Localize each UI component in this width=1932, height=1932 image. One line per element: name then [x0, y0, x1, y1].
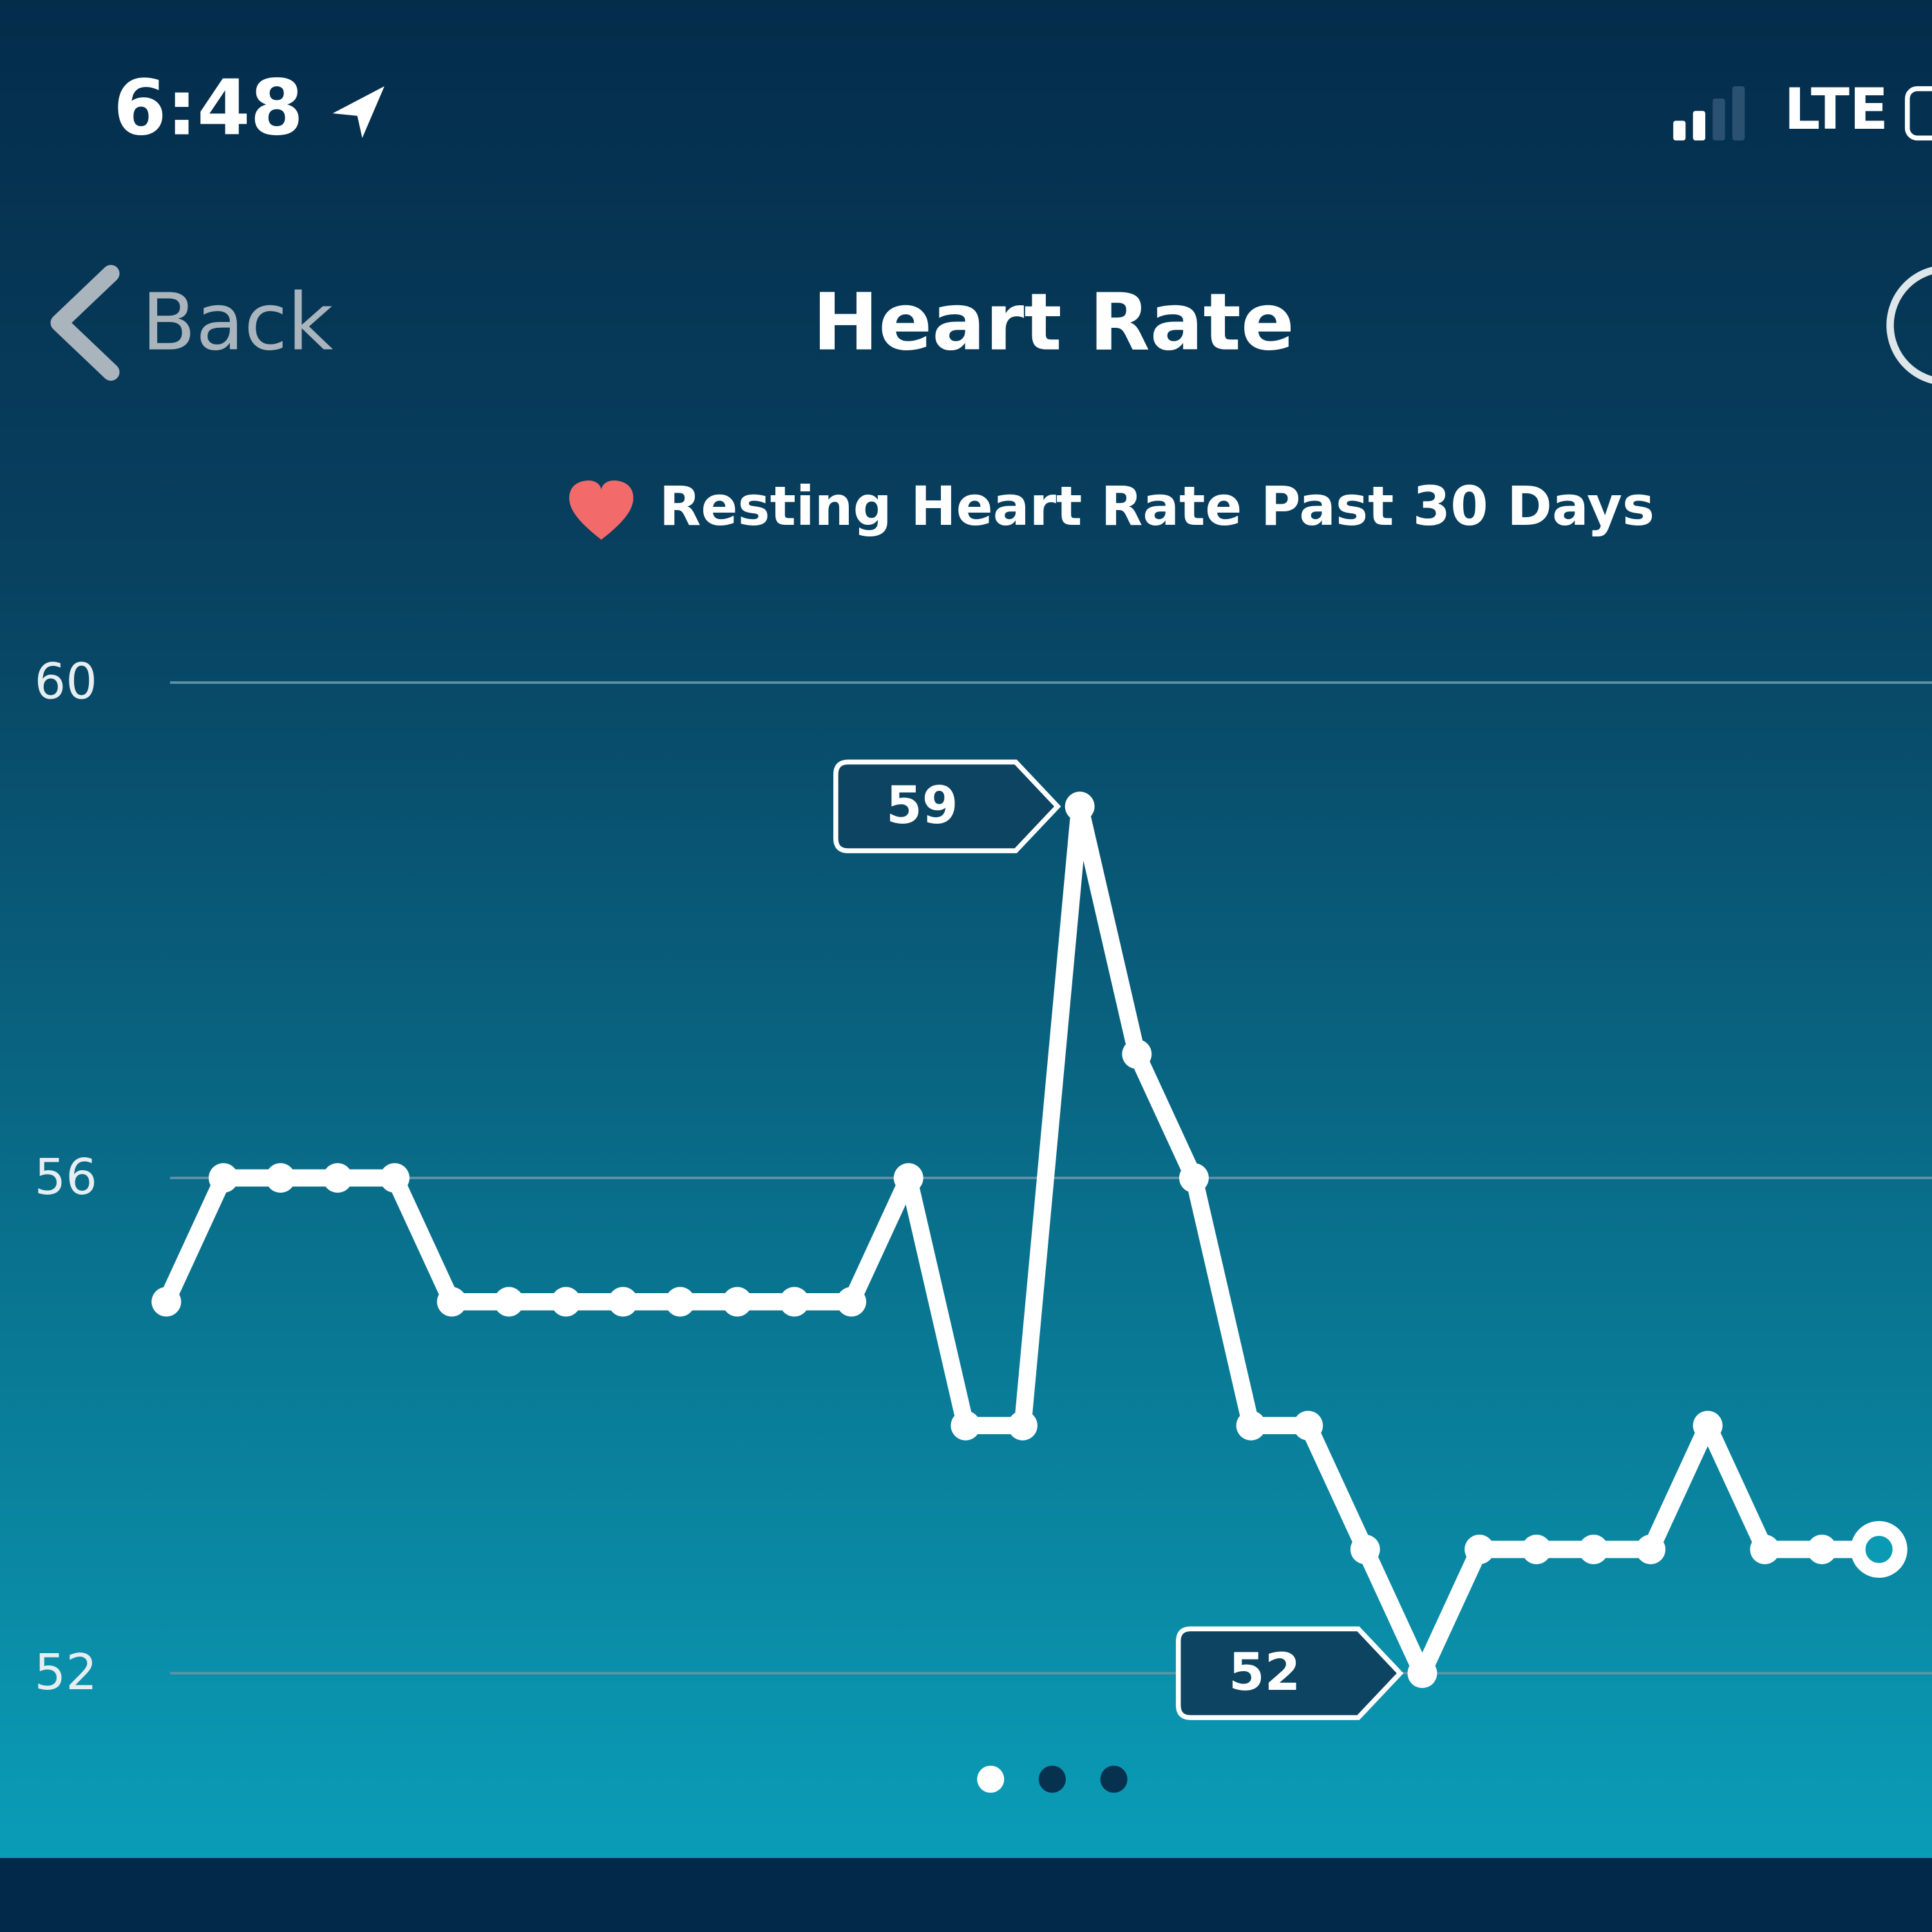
point [779, 1287, 810, 1317]
callout-label: 59 [886, 775, 958, 835]
point [1750, 1534, 1780, 1564]
point [1578, 1534, 1609, 1564]
point [551, 1287, 581, 1317]
back-chevron[interactable] [50, 265, 120, 381]
bottom-bar [0, 1858, 1932, 1932]
point [1692, 1410, 1723, 1441]
point [1008, 1410, 1037, 1441]
point [1807, 1534, 1837, 1564]
point [1179, 1163, 1209, 1193]
point [1350, 1534, 1380, 1564]
info-button[interactable] [1886, 267, 1932, 384]
point [379, 1163, 410, 1193]
status-network: LTE [1784, 76, 1888, 142]
point [1122, 1039, 1152, 1069]
signal-icon [1673, 86, 1745, 141]
point [893, 1163, 923, 1193]
point [1065, 791, 1095, 822]
point [1636, 1534, 1666, 1564]
point [1521, 1534, 1551, 1564]
heart-icon [569, 480, 634, 540]
point [665, 1287, 696, 1317]
chart-title: Resting Heart Rate Past 30 Days [659, 475, 1655, 538]
screen-title: Heart Rate [813, 276, 1294, 368]
status-time: 6:48 [113, 64, 303, 153]
point [1236, 1410, 1266, 1441]
point [323, 1163, 353, 1193]
callout-label: 52 [1229, 1642, 1301, 1702]
point [1850, 1520, 1908, 1578]
callout [833, 759, 1061, 853]
point [494, 1287, 524, 1317]
point [208, 1163, 238, 1193]
point [437, 1287, 467, 1317]
point [837, 1287, 867, 1317]
point [1464, 1534, 1495, 1564]
y-tick-label: 60 [35, 654, 97, 711]
point [1407, 1658, 1437, 1689]
y-tick-label: 52 [35, 1644, 97, 1701]
plot: 52 56 60 59 52 [35, 654, 1932, 1720]
point [151, 1287, 182, 1317]
battery-icon [1904, 86, 1932, 141]
y-tick-label: 56 [35, 1149, 97, 1206]
location-icon [332, 86, 384, 138]
point [608, 1287, 638, 1317]
point [1293, 1410, 1323, 1441]
page-indicator[interactable] [977, 1765, 1128, 1793]
point [265, 1163, 296, 1193]
callout [1175, 1626, 1404, 1720]
point [722, 1287, 752, 1317]
back-button[interactable]: Back [142, 276, 333, 368]
point [951, 1410, 981, 1441]
